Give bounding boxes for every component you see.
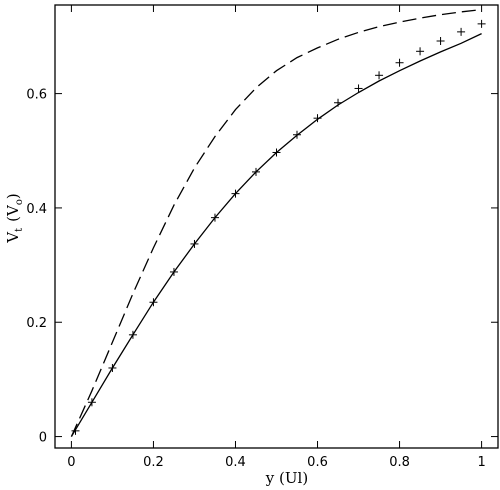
series-2-marker [457, 27, 466, 36]
y-axis-label-sub: t [14, 228, 25, 232]
series-2-marker [477, 19, 486, 28]
series-2-marker [190, 239, 199, 248]
plot-frame [54, 4, 499, 449]
series-2-marker [128, 330, 137, 339]
y-axis-label-main: V [4, 231, 22, 244]
series-1-line [70, 33, 482, 437]
y-axis-label-open: ( [4, 216, 22, 222]
series-2-marker [210, 213, 219, 222]
series-2-marker [149, 298, 158, 307]
series-2-marker [416, 47, 425, 56]
series-2-marker [108, 363, 117, 372]
x-tick-label: 0.4 [225, 455, 246, 470]
y-axis-label-unit-sub: o [14, 199, 25, 205]
series-2-marker [313, 114, 322, 123]
y-tick-label: 0.4 [26, 202, 47, 217]
x-tick-label: 0 [67, 455, 75, 470]
x-tick-label: 1 [477, 455, 485, 470]
y-tick-label: 0.6 [26, 88, 47, 103]
series-2-marker [169, 267, 178, 276]
series-layer [70, 8, 486, 437]
series-2-marker [272, 148, 281, 157]
x-tick-label: 0.8 [389, 455, 410, 470]
series-2-marker [375, 71, 384, 80]
series-2-marker [71, 426, 80, 435]
x-tick-label: 0.6 [307, 455, 328, 470]
series-2-marker [231, 189, 240, 198]
series-2-marker [334, 98, 343, 107]
series-2-marker [395, 58, 404, 67]
series-2-marker [354, 84, 363, 93]
series-2-marker [87, 398, 96, 407]
y-axis-label-close: ) [4, 193, 22, 199]
y-tick-label: 0 [39, 431, 47, 446]
y-tick-label: 0.2 [26, 316, 47, 331]
x-axis-label: y (Ul) [265, 469, 308, 487]
x-axis-ticks: 0 0.2 0.4 0.6 0.8 1 [67, 5, 486, 470]
y-axis-ticks: 0 0.2 0.4 0.6 [26, 88, 498, 446]
y-axis-label: Vt(Vo) [4, 193, 25, 243]
series-0-line [70, 8, 482, 437]
x-tick-label: 0.2 [143, 455, 164, 470]
y-axis-label-unit: V [4, 204, 22, 217]
series-2-marker [436, 37, 445, 46]
plot-border [54, 4, 499, 449]
series-2-marker [293, 130, 302, 139]
series-2-marker [251, 167, 260, 176]
